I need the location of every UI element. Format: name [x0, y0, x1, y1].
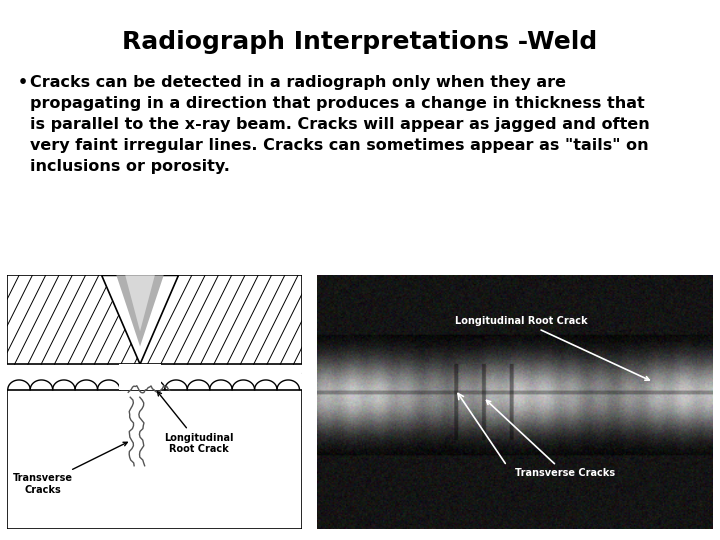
Text: •: •: [18, 75, 28, 90]
Text: inclusions or porosity.: inclusions or porosity.: [30, 159, 230, 174]
Text: very faint irregular lines. Cracks can sometimes appear as "tails" on: very faint irregular lines. Cracks can s…: [30, 138, 649, 153]
Text: Radiograph Interpretations -Weld: Radiograph Interpretations -Weld: [122, 30, 598, 54]
Text: Longitudinal Root Crack: Longitudinal Root Crack: [455, 316, 649, 380]
Bar: [120, 364, 161, 390]
Polygon shape: [117, 275, 163, 347]
Polygon shape: [102, 275, 179, 364]
Text: propagating in a direction that produces a change in thickness that: propagating in a direction that produces…: [30, 96, 644, 111]
Bar: [7, 390, 302, 529]
Text: Cracks can be detected in a radiograph only when they are: Cracks can be detected in a radiograph o…: [30, 75, 566, 90]
Text: Longitudinal
Root Crack: Longitudinal Root Crack: [158, 392, 234, 454]
Text: Transverse
Cracks: Transverse Cracks: [13, 442, 127, 495]
Text: is parallel to the x-ray beam. Cracks will appear as jagged and often: is parallel to the x-ray beam. Cracks wi…: [30, 117, 649, 132]
Polygon shape: [125, 275, 155, 331]
Text: Transverse Cracks: Transverse Cracks: [487, 400, 615, 478]
Bar: [7, 275, 302, 364]
